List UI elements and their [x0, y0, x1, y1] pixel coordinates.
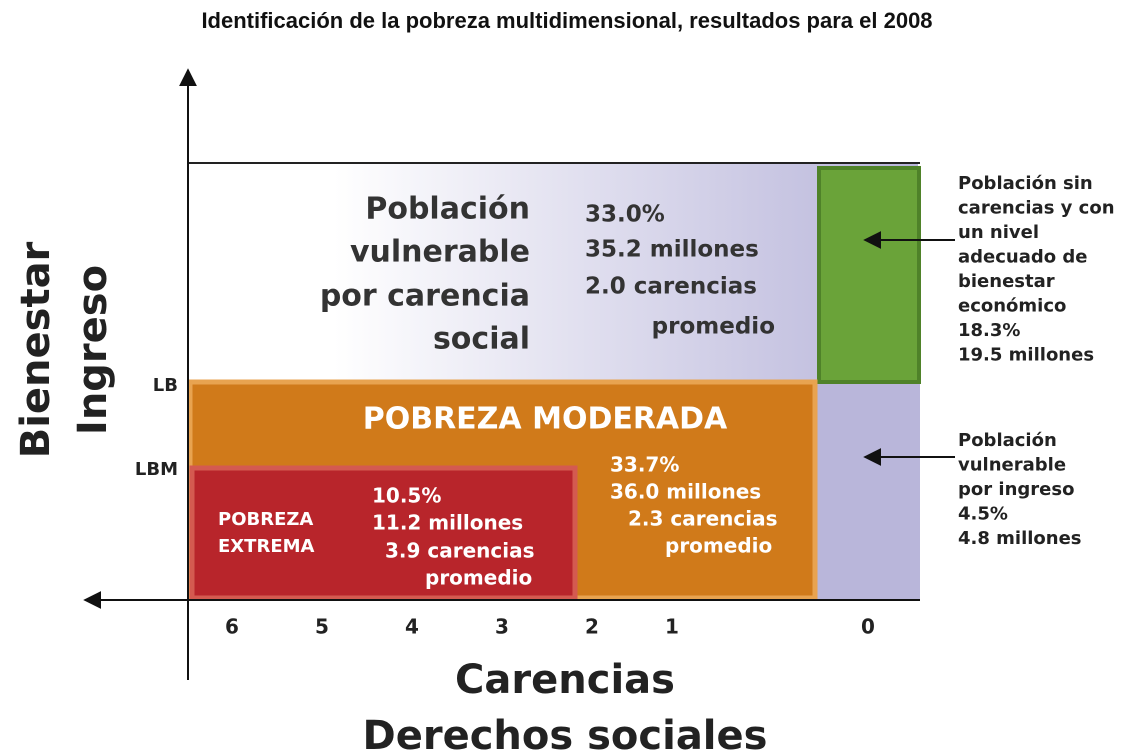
- note: bienestar: [958, 271, 1055, 292]
- x-label: Carencias: [455, 657, 675, 703]
- region-stat: 3.9 carencias: [385, 539, 535, 563]
- note: un nivel: [958, 222, 1039, 243]
- region-stat: 2.3 carencias: [628, 507, 778, 531]
- note: 4.5%: [958, 504, 1008, 525]
- note: 4.8 millones: [958, 528, 1082, 549]
- y-marker: LB: [153, 375, 178, 396]
- region-stat: promedio: [665, 534, 772, 558]
- x-tick: 2: [585, 615, 599, 639]
- note: económico: [958, 296, 1066, 317]
- region-label: por carencia: [320, 279, 530, 314]
- region-stat: 36.0 millones: [610, 480, 761, 504]
- region-stat: 2.0 carencias: [585, 274, 757, 300]
- note: carencias y con: [958, 198, 1115, 219]
- region-label: POBREZA: [218, 509, 313, 530]
- text-lines: Población vulnerable por carencia social 33.…: [218, 173, 1115, 590]
- x-tick: 5: [315, 615, 329, 639]
- note: Población sin: [958, 173, 1093, 194]
- note: Población: [958, 430, 1057, 451]
- extrema-box: [189, 465, 578, 601]
- green-box: [817, 166, 921, 384]
- note: adecuado de: [958, 247, 1087, 268]
- region-stat: promedio: [652, 314, 775, 340]
- region-stat: 35.2 millones: [585, 237, 759, 263]
- y-label: Bienestar: [13, 241, 59, 458]
- region-label: Población: [365, 192, 530, 227]
- region-label: vulnerable: [350, 235, 530, 270]
- note: vulnerable: [958, 455, 1066, 476]
- region-label: EXTREMA: [218, 536, 315, 557]
- region-label: POBREZA MODERADA: [363, 402, 728, 437]
- x-tick: 1: [665, 615, 679, 639]
- region-stat: promedio: [425, 566, 532, 590]
- y-marker: LBM: [135, 459, 178, 480]
- x-tick: 4: [405, 615, 419, 639]
- region-stat: 10.5%: [372, 484, 441, 508]
- note: por ingreso: [958, 479, 1074, 500]
- ingreso-region: [815, 382, 920, 600]
- region-stat: 11.2 millones: [372, 511, 523, 535]
- x-tick: 0: [861, 615, 875, 639]
- x-tick: 6: [225, 615, 239, 639]
- note: 19.5 millones: [958, 345, 1094, 366]
- region-label: social: [433, 322, 530, 357]
- x-ticks: 6 5 4 3 2 1 0: [225, 615, 875, 639]
- title: Identificación de la pobreza multidimens…: [201, 8, 932, 33]
- x-label: Derechos sociales: [363, 713, 768, 755]
- note: 18.3%: [958, 320, 1020, 341]
- y-label: Ingreso: [70, 265, 116, 435]
- region-stat: 33.7%: [610, 453, 679, 477]
- x-tick: 3: [495, 615, 509, 639]
- region-stat: 33.0%: [585, 202, 665, 228]
